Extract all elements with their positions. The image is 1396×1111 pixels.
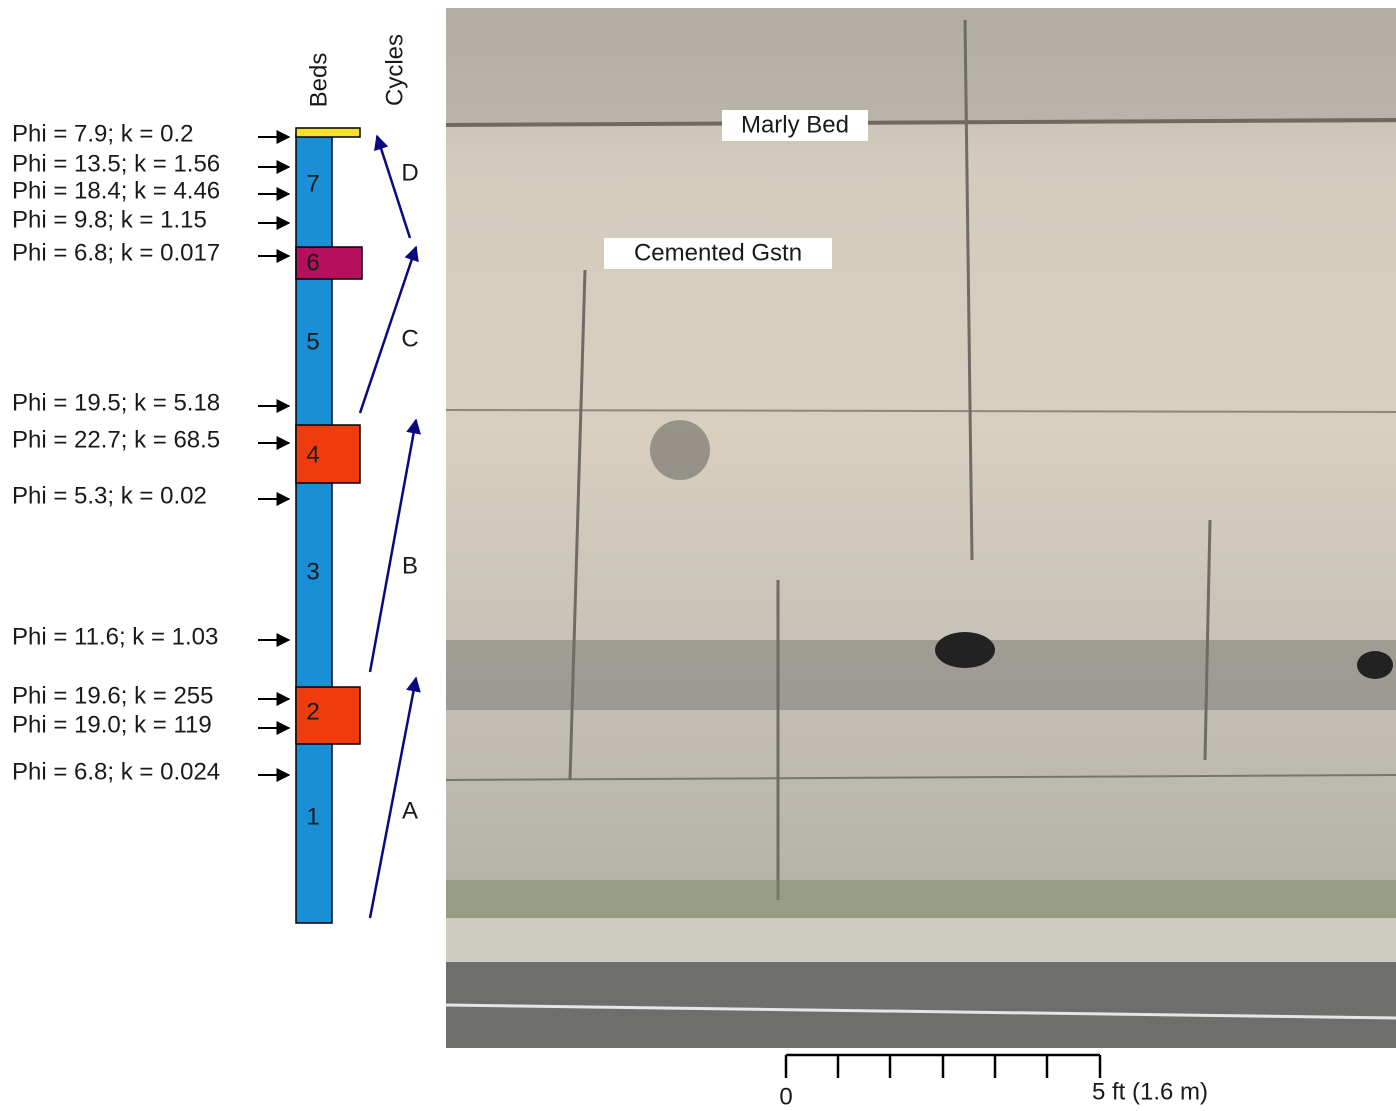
cavity bbox=[935, 632, 995, 668]
scale-label: 0 bbox=[779, 1083, 792, 1110]
measurement-label: Phi = 11.6; k = 1.03 bbox=[12, 623, 218, 650]
beds-header: Beds bbox=[305, 53, 332, 108]
bed-number: 4 bbox=[306, 441, 319, 468]
measurement-label: Phi = 5.3; k = 0.02 bbox=[12, 482, 207, 509]
cycle-label: A bbox=[402, 797, 418, 824]
cycle-label: B bbox=[402, 552, 418, 579]
scale-bar bbox=[786, 1055, 1100, 1078]
vegetation bbox=[446, 880, 1396, 920]
cycle-arrow bbox=[370, 420, 416, 672]
measurement-label: Phi = 19.0; k = 119 bbox=[12, 711, 212, 738]
measurement-label: Phi = 6.8; k = 0.017 bbox=[12, 239, 220, 266]
photo-label: Marly Bed bbox=[741, 111, 849, 138]
bed-number: 3 bbox=[306, 558, 319, 585]
measurement-label: Phi = 18.4; k = 4.46 bbox=[12, 177, 220, 204]
cavity bbox=[1357, 651, 1393, 679]
measurement-label: Phi = 7.9; k = 0.2 bbox=[12, 120, 193, 147]
measurement-label: Phi = 19.6; k = 255 bbox=[12, 682, 213, 709]
measurement-label: Phi = 19.5; k = 5.18 bbox=[12, 389, 220, 416]
top-ledge bbox=[446, 8, 1396, 123]
cycles-header: Cycles bbox=[381, 34, 408, 106]
measurement-label: Phi = 6.8; k = 0.024 bbox=[12, 758, 220, 785]
cycle-label: D bbox=[401, 159, 418, 186]
bed-number: 5 bbox=[306, 328, 319, 355]
measurement-label: Phi = 13.5; k = 1.56 bbox=[12, 150, 220, 177]
bed-number: 2 bbox=[306, 698, 319, 725]
bed-number: 1 bbox=[306, 803, 319, 830]
strat-column: 1 2 3 4 5 6 7 Beds Cycles bbox=[296, 34, 408, 923]
curb bbox=[446, 918, 1396, 966]
figure: Marly Bed Cemented Gstn 1 2 3 4 5 6 7 Be… bbox=[0, 0, 1396, 1111]
photo-label: Cemented Gstn bbox=[634, 239, 802, 266]
cycle-label: C bbox=[401, 325, 418, 352]
cycle-arrow bbox=[377, 136, 410, 238]
road bbox=[446, 962, 1396, 1048]
cavity bbox=[650, 420, 710, 480]
bed-number: 6 bbox=[306, 249, 319, 276]
page: Marly Bed Cemented Gstn 1 2 3 4 5 6 7 Be… bbox=[0, 0, 1396, 1111]
marly-bed bbox=[296, 128, 360, 137]
dark-band bbox=[446, 640, 1396, 710]
outcrop-photo: Marly Bed Cemented Gstn bbox=[446, 8, 1396, 1048]
measurement-label: Phi = 9.8; k = 1.15 bbox=[12, 206, 207, 233]
bed-number: 7 bbox=[306, 170, 319, 197]
measurement-label: Phi = 22.7; k = 68.5 bbox=[12, 426, 220, 453]
scale-label: 5 ft (1.6 m) bbox=[1092, 1078, 1208, 1105]
